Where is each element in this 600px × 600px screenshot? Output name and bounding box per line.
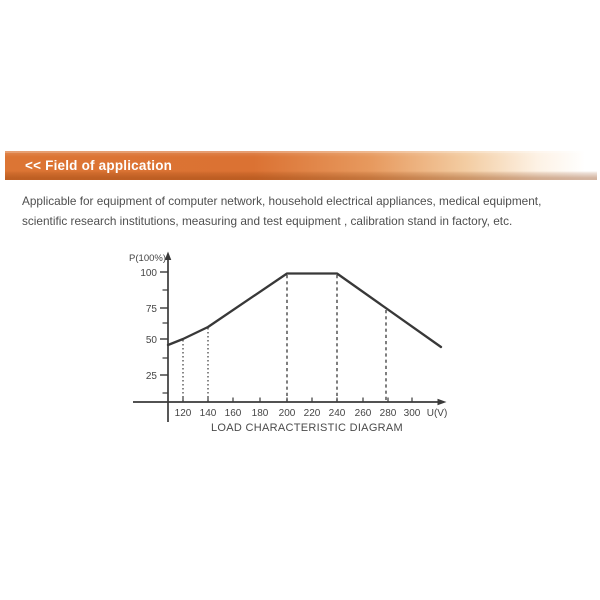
x-tick-label: 300 (404, 408, 421, 419)
y-tick-label: 50 (146, 335, 158, 346)
load-characteristic-svg: P(100%) 100 75 50 25 120 140 160 180 200… (129, 251, 448, 434)
y-axis-arrow-icon (164, 251, 172, 260)
y-tick-label: 75 (146, 304, 158, 315)
x-tick-label: 160 (225, 408, 242, 419)
chart-title: LOAD CHARACTERISTIC DIAGRAM (211, 422, 403, 434)
application-description-paragraph: Applicable for equipment of computer net… (22, 192, 582, 231)
load-characteristic-chart: P(100%) 100 75 50 25 120 140 160 180 200… (125, 248, 460, 440)
x-tick-label: 240 (329, 408, 346, 419)
paragraph-line-2: scientific research institutions, measur… (22, 213, 513, 228)
x-tick-label: 280 (380, 408, 397, 419)
x-tick-label: 120 (175, 408, 192, 419)
y-tick-label: 100 (140, 268, 157, 279)
x-tick-label: 140 (200, 408, 217, 419)
y-tick-label: 25 (146, 371, 158, 382)
paragraph-line-1: Applicable for equipment of computer net… (22, 194, 542, 208)
section-title: << Field of application (25, 158, 173, 173)
field-of-application-header-bar: << Field of application (5, 151, 597, 180)
x-axis-label: U(V) (427, 408, 448, 419)
x-axis-arrow-icon (437, 398, 447, 406)
load-curve (166, 272, 443, 349)
x-tick-label: 200 (279, 408, 296, 419)
x-tick-label: 220 (304, 408, 321, 419)
y-axis-label: P(100%) (129, 253, 166, 264)
x-tick-label: 180 (252, 408, 269, 419)
x-tick-label: 260 (355, 408, 372, 419)
